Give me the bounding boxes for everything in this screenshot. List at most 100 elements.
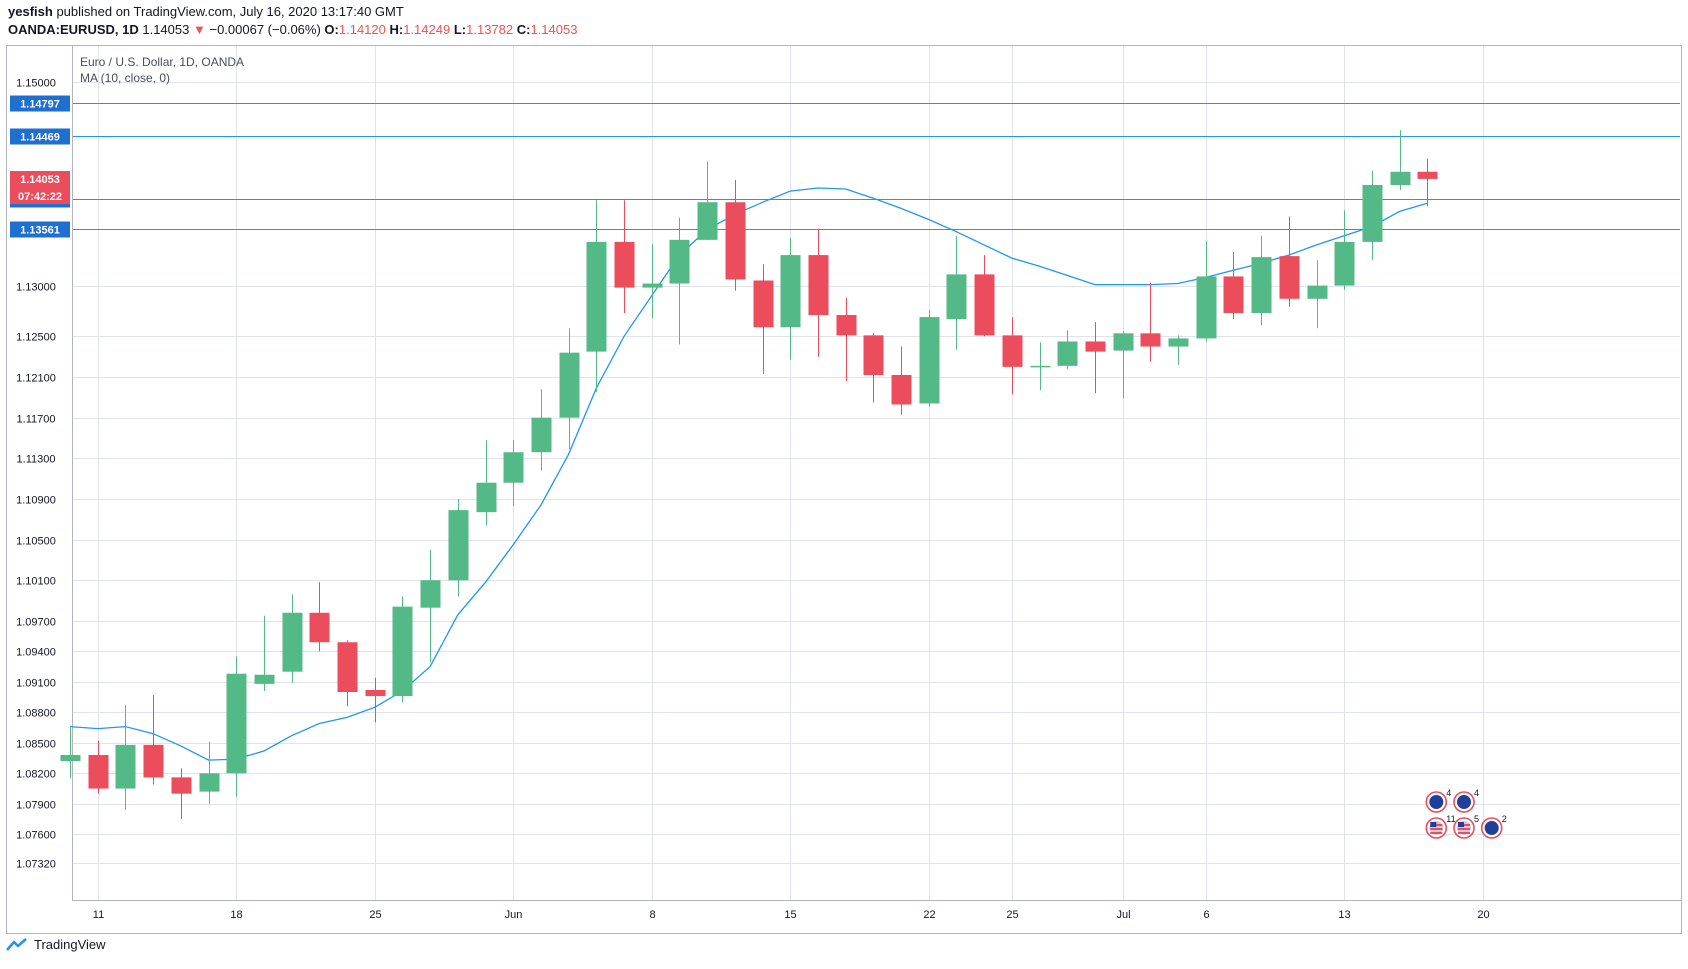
- candle[interactable]: [669, 217, 690, 345]
- candle[interactable]: [1057, 330, 1078, 369]
- candle[interactable]: [1417, 158, 1438, 207]
- candle-body[interactable]: [836, 315, 857, 336]
- candle-body[interactable]: [669, 239, 690, 284]
- candle-body[interactable]: [1002, 335, 1023, 367]
- candle[interactable]: [1168, 335, 1189, 365]
- candle[interactable]: [60, 727, 81, 779]
- candle[interactable]: [365, 677, 386, 723]
- candle[interactable]: [115, 705, 136, 810]
- candle[interactable]: [309, 582, 330, 652]
- candle-body[interactable]: [1362, 184, 1383, 242]
- candle-body[interactable]: [171, 777, 192, 794]
- candle-body[interactable]: [1030, 365, 1051, 368]
- candle-body[interactable]: [891, 374, 912, 405]
- candle[interactable]: [946, 235, 967, 350]
- eu-flag-icon[interactable]: 2: [1480, 814, 1507, 839]
- candle[interactable]: [1085, 322, 1106, 394]
- brand-label[interactable]: TradingView: [34, 937, 106, 952]
- candle[interactable]: [780, 237, 801, 360]
- candle[interactable]: [891, 346, 912, 415]
- candle[interactable]: [725, 179, 746, 291]
- candle[interactable]: [420, 549, 441, 663]
- candle[interactable]: [919, 309, 940, 407]
- candle-body[interactable]: [697, 202, 718, 240]
- candle[interactable]: [1113, 331, 1134, 399]
- candle-body[interactable]: [559, 352, 580, 418]
- candle-body[interactable]: [309, 612, 330, 643]
- candle-body[interactable]: [586, 241, 607, 352]
- price-axis[interactable]: 1.15000 1.13000 1.12500 1.12100 1.11700 1.113…: [10, 78, 70, 871]
- candle[interactable]: [143, 695, 164, 785]
- candle[interactable]: [1223, 252, 1244, 320]
- candles[interactable]: [60, 130, 1438, 820]
- candle-body[interactable]: [199, 773, 220, 792]
- eu-flag-icon[interactable]: 4: [1425, 788, 1451, 813]
- horizontal-lines[interactable]: [73, 103, 1680, 230]
- candle-body[interactable]: [531, 417, 552, 453]
- eu-flag-icon[interactable]: 4: [1453, 788, 1479, 813]
- candle-body[interactable]: [365, 689, 386, 697]
- candle[interactable]: [199, 741, 220, 804]
- candle[interactable]: [1140, 282, 1161, 362]
- candle-body[interactable]: [254, 674, 275, 684]
- candle-body[interactable]: [1390, 171, 1411, 185]
- candle[interactable]: [531, 389, 552, 471]
- candle[interactable]: [503, 440, 524, 507]
- time-axis[interactable]: 11 18 25 Jun 8 15 22 25 Jul 6 13 20: [93, 909, 1490, 921]
- candle[interactable]: [586, 200, 607, 393]
- candle-body[interactable]: [392, 606, 413, 697]
- candle[interactable]: [1279, 216, 1300, 307]
- candle[interactable]: [392, 596, 413, 703]
- candle[interactable]: [337, 640, 358, 707]
- candle[interactable]: [863, 333, 884, 403]
- candle[interactable]: [836, 297, 857, 382]
- legend-indicator[interactable]: MA (10, close, 0): [80, 71, 170, 85]
- candle[interactable]: [808, 228, 829, 357]
- candle-body[interactable]: [1223, 276, 1244, 314]
- candle[interactable]: [974, 255, 995, 337]
- candle-body[interactable]: [1279, 256, 1300, 299]
- us-flag-icon[interactable]: 11: [1425, 814, 1456, 839]
- candle[interactable]: [1307, 260, 1328, 329]
- candle[interactable]: [1251, 235, 1272, 326]
- candle-body[interactable]: [448, 510, 469, 581]
- candle-body[interactable]: [1168, 338, 1189, 347]
- candle[interactable]: [753, 264, 774, 374]
- candle-body[interactable]: [1334, 241, 1355, 286]
- candle-body[interactable]: [642, 283, 663, 288]
- candle[interactable]: [171, 768, 192, 820]
- candle[interactable]: [642, 243, 663, 319]
- candle-body[interactable]: [337, 642, 358, 693]
- candle-body[interactable]: [919, 317, 940, 404]
- candle-body[interactable]: [1417, 171, 1438, 179]
- candle[interactable]: [282, 594, 303, 683]
- candle[interactable]: [254, 615, 275, 692]
- candle[interactable]: [1390, 130, 1411, 191]
- candle[interactable]: [448, 498, 469, 597]
- candle-body[interactable]: [1057, 341, 1078, 366]
- candle[interactable]: [614, 200, 635, 314]
- candle-body[interactable]: [476, 482, 497, 513]
- candle[interactable]: [1030, 342, 1051, 391]
- tradingview-logo-icon[interactable]: [6, 937, 28, 952]
- candle-body[interactable]: [1113, 333, 1134, 351]
- candle-body[interactable]: [503, 452, 524, 483]
- economic-events[interactable]: 4 4 11 5 2: [1425, 788, 1507, 839]
- candle-body[interactable]: [946, 274, 967, 320]
- candle-body[interactable]: [808, 255, 829, 316]
- candle-body[interactable]: [974, 274, 995, 336]
- candle-body[interactable]: [115, 744, 136, 789]
- candle[interactable]: [1196, 240, 1217, 342]
- candle-body[interactable]: [1196, 276, 1217, 339]
- candle-body[interactable]: [88, 755, 109, 789]
- candle[interactable]: [88, 740, 109, 794]
- candle[interactable]: [1334, 210, 1355, 290]
- candle-body[interactable]: [614, 241, 635, 288]
- candle-body[interactable]: [753, 280, 774, 328]
- candle[interactable]: [226, 656, 247, 797]
- publisher-name[interactable]: yesfish: [8, 4, 53, 19]
- candle-body[interactable]: [1307, 285, 1328, 299]
- candle-body[interactable]: [1251, 257, 1272, 314]
- candle-body[interactable]: [282, 612, 303, 672]
- candle-body[interactable]: [863, 335, 884, 375]
